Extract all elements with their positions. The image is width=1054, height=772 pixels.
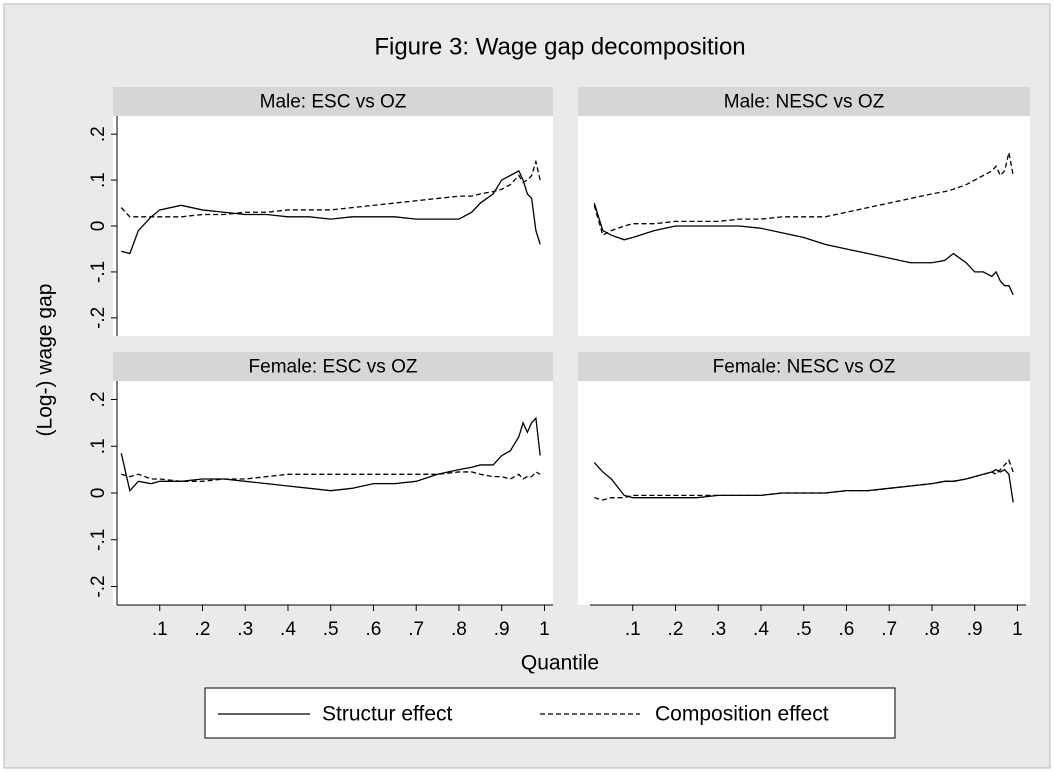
y-tick-label: 0 [88,221,109,232]
x-tick-label: .9 [494,619,510,640]
x-tick-label: .8 [451,619,467,640]
panel-header [578,87,1030,116]
panel-header [113,352,553,381]
x-tick-label: .4 [280,619,296,640]
series-line [593,152,1014,237]
x-tick-label: .7 [408,619,424,640]
y-tick-label: .1 [88,172,109,188]
x-tick-label: .5 [323,619,339,640]
series-line [121,471,541,482]
series-line [121,170,541,255]
y-tick-label: -.2 [88,575,109,597]
panel-title: Male: ESC vs OZ [260,92,407,113]
y-tick-label: .1 [88,438,109,454]
series-line [593,202,1014,296]
x-tick-label: .8 [924,619,940,640]
x-tick-label: .7 [881,619,897,640]
legend-label: Structur effect [322,703,453,726]
panel-header [578,352,1030,381]
x-tick-label: .5 [796,619,812,640]
series-line [594,459,1014,501]
x-tick-label: .6 [366,619,382,640]
x-tick-label: .1 [152,619,168,640]
chart-title: Figure 3: Wage gap decomposition [374,33,745,60]
legend-label: Composition effect [655,703,829,726]
plot-area [578,116,1030,336]
panel-header [113,87,553,116]
x-tick-label: 1 [1012,619,1023,640]
y-tick-label: -.1 [88,261,109,283]
y-tick-label: 0 [88,488,109,499]
plot-area [113,116,553,336]
x-tick-label: .3 [237,619,253,640]
y-tick-label: .2 [88,392,109,408]
x-tick-label: 1 [539,619,550,640]
x-tick-label: .3 [710,619,726,640]
x-tick-label: .9 [967,619,983,640]
y-tick-label: .2 [88,126,109,142]
y-tick-label: -.1 [88,529,109,551]
panel-title: Male: NESC vs OZ [724,92,885,113]
x-tick-label: .2 [195,619,211,640]
x-tick-label: .2 [668,619,684,640]
y-axis-label: (Log-) wage gap [34,284,57,437]
panel-title: Female: ESC vs OZ [249,357,418,378]
plot-area [113,381,553,605]
panel-title: Female: NESC vs OZ [713,357,896,378]
x-tick-label: .1 [625,619,641,640]
y-tick-label: -.2 [88,307,109,329]
legend [204,687,896,739]
x-tick-label: .6 [839,619,855,640]
series-line [120,159,541,218]
x-tick-label: .4 [753,619,769,640]
x-axis-label: Quantile [521,652,599,675]
